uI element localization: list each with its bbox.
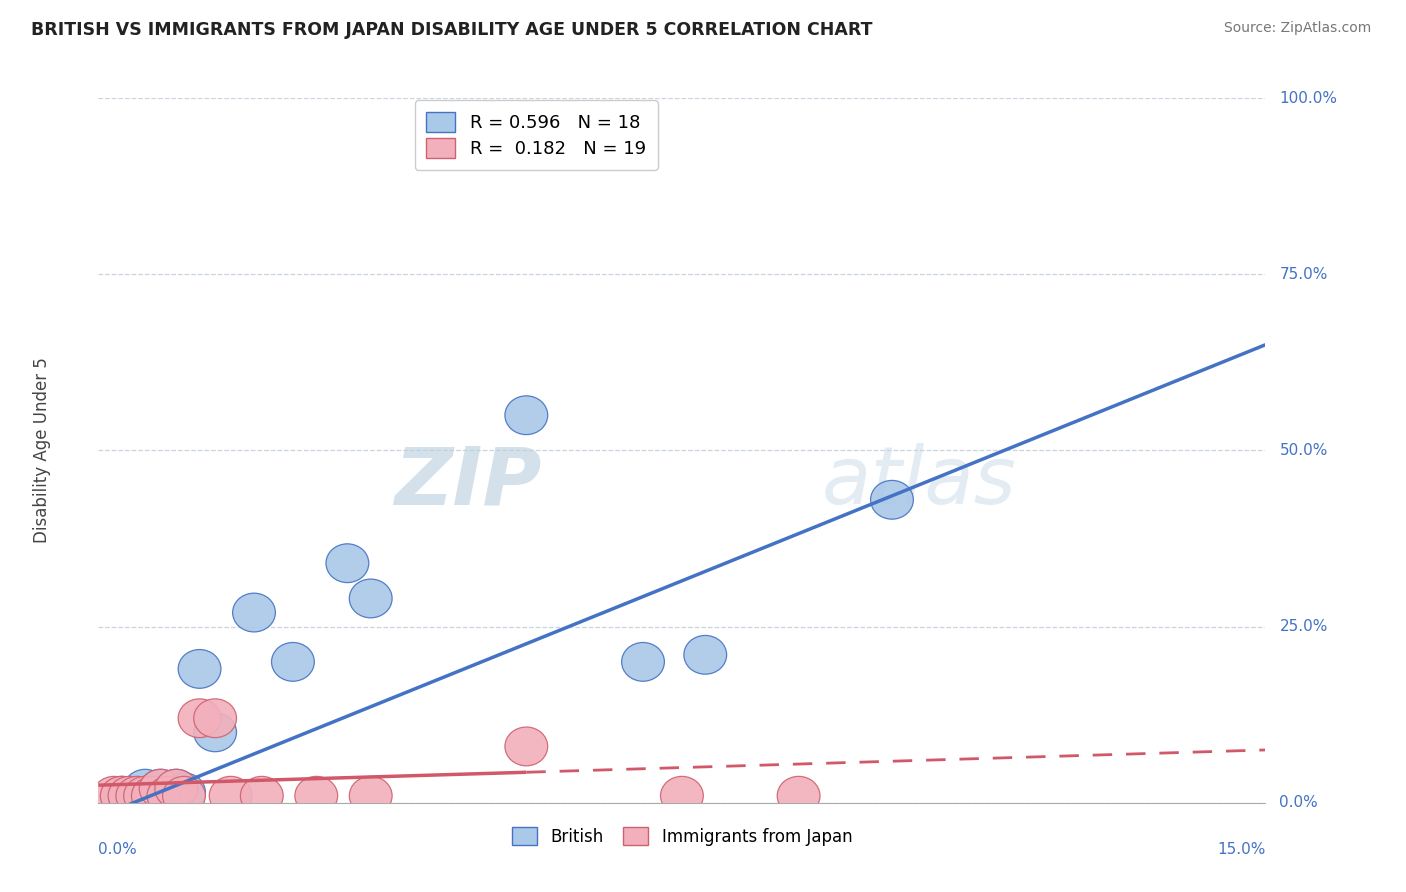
Ellipse shape [148, 776, 190, 815]
Ellipse shape [163, 772, 205, 812]
Ellipse shape [100, 776, 143, 815]
Ellipse shape [124, 769, 166, 808]
Text: 0.0%: 0.0% [98, 841, 138, 856]
Ellipse shape [179, 649, 221, 689]
Ellipse shape [108, 776, 150, 815]
Text: 75.0%: 75.0% [1279, 267, 1327, 282]
Text: Disability Age Under 5: Disability Age Under 5 [34, 358, 52, 543]
Ellipse shape [93, 776, 135, 815]
Text: 50.0%: 50.0% [1279, 443, 1327, 458]
Ellipse shape [148, 776, 190, 815]
Ellipse shape [271, 642, 315, 681]
Ellipse shape [115, 776, 159, 815]
Ellipse shape [163, 776, 205, 815]
Ellipse shape [295, 776, 337, 815]
Ellipse shape [778, 776, 820, 815]
Text: Source: ZipAtlas.com: Source: ZipAtlas.com [1223, 21, 1371, 35]
Ellipse shape [209, 776, 252, 815]
Text: 15.0%: 15.0% [1218, 841, 1265, 856]
Ellipse shape [194, 713, 236, 752]
Ellipse shape [155, 769, 198, 808]
Ellipse shape [326, 544, 368, 582]
Ellipse shape [132, 776, 174, 815]
Ellipse shape [683, 635, 727, 674]
Ellipse shape [870, 481, 914, 519]
Ellipse shape [155, 769, 198, 808]
Ellipse shape [232, 593, 276, 632]
Ellipse shape [115, 776, 159, 815]
Text: atlas: atlas [823, 443, 1017, 521]
Ellipse shape [505, 396, 548, 434]
Text: ZIP: ZIP [395, 443, 541, 521]
Ellipse shape [100, 776, 143, 815]
Ellipse shape [505, 727, 548, 766]
Ellipse shape [139, 769, 181, 808]
Text: 100.0%: 100.0% [1279, 91, 1337, 105]
Text: BRITISH VS IMMIGRANTS FROM JAPAN DISABILITY AGE UNDER 5 CORRELATION CHART: BRITISH VS IMMIGRANTS FROM JAPAN DISABIL… [31, 21, 873, 38]
Ellipse shape [621, 642, 665, 681]
Ellipse shape [132, 776, 174, 815]
Ellipse shape [139, 769, 181, 808]
Text: 25.0%: 25.0% [1279, 619, 1327, 634]
Ellipse shape [349, 776, 392, 815]
Legend: British, Immigrants from Japan: British, Immigrants from Japan [505, 821, 859, 852]
Ellipse shape [194, 698, 236, 738]
Text: 0.0%: 0.0% [1279, 796, 1319, 810]
Ellipse shape [349, 579, 392, 618]
Ellipse shape [240, 776, 283, 815]
Ellipse shape [124, 776, 166, 815]
Ellipse shape [179, 698, 221, 738]
Ellipse shape [661, 776, 703, 815]
